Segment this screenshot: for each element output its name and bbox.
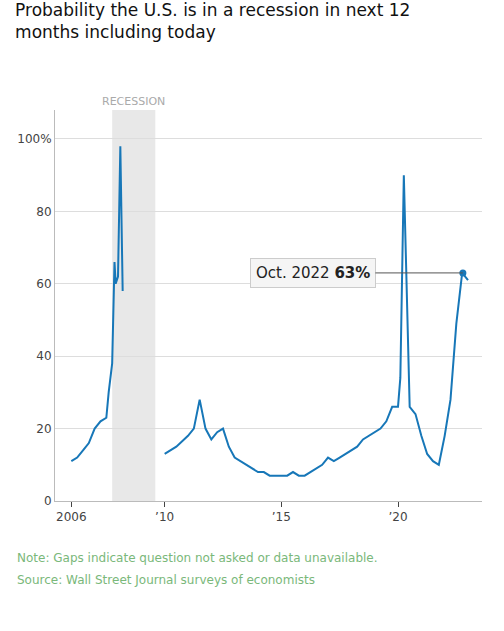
svg-text:Source: Wall Street Journal su: Source: Wall Street Journal surveys of e… bbox=[17, 573, 315, 587]
svg-text:’10: ’10 bbox=[155, 510, 174, 524]
svg-text:RECESSION: RECESSION bbox=[102, 95, 165, 108]
svg-text:Note: Gaps indicate question n: Note: Gaps indicate question not asked o… bbox=[17, 551, 378, 565]
svg-text:40: 40 bbox=[36, 349, 51, 363]
svg-text:2006: 2006 bbox=[56, 510, 87, 524]
svg-text:’15: ’15 bbox=[272, 510, 291, 524]
svg-text:’20: ’20 bbox=[388, 510, 407, 524]
svg-text:Probability the U.S. is in a r: Probability the U.S. is in a recession i… bbox=[15, 0, 410, 42]
svg-text:Oct. 2022 63%: Oct. 2022 63% bbox=[256, 264, 370, 282]
svg-text:0: 0 bbox=[44, 494, 52, 508]
svg-text:100%: 100% bbox=[17, 132, 51, 146]
svg-text:60: 60 bbox=[36, 277, 51, 291]
svg-text:20: 20 bbox=[36, 422, 51, 436]
svg-text:80: 80 bbox=[36, 205, 51, 219]
